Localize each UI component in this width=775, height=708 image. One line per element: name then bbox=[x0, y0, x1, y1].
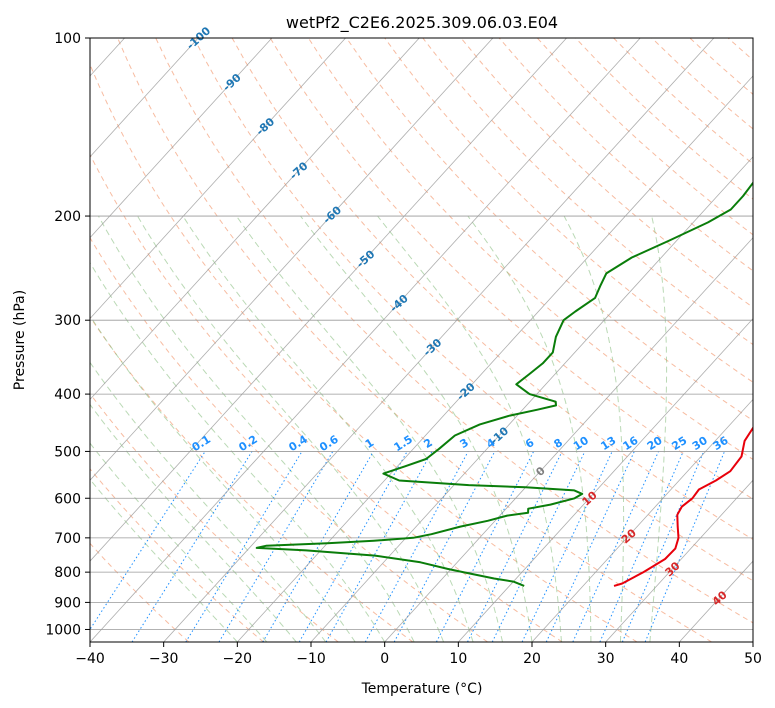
moist-adiabat-line bbox=[467, 215, 592, 642]
mixing-ratio-line bbox=[185, 451, 303, 642]
isotherm-line bbox=[310, 156, 753, 642]
isotherm-line bbox=[90, 38, 641, 642]
moist-adiabat-line bbox=[90, 478, 238, 642]
y-tick-label: 700 bbox=[54, 531, 81, 547]
temperature-profile-line bbox=[613, 426, 753, 587]
y-tick-label: 1000 bbox=[45, 622, 81, 638]
isotherm-line bbox=[90, 38, 494, 481]
dry-adiabat-line bbox=[269, 38, 753, 500]
moist-adiabat-line bbox=[97, 215, 415, 642]
y-tick-label: 400 bbox=[54, 387, 81, 403]
mixing-ratio-line bbox=[545, 451, 635, 642]
mixing-ratio-line bbox=[262, 451, 374, 642]
y-tick-label: 800 bbox=[54, 565, 81, 581]
x-axis-ticks: −40 −30 −20 −10 0 10 20 30 40 50 bbox=[75, 642, 762, 667]
y-tick-label: 900 bbox=[54, 595, 81, 611]
mixing-ratio-line bbox=[325, 451, 433, 642]
series-layer bbox=[255, 181, 753, 587]
isotherm-line bbox=[163, 38, 715, 642]
moist-adiabat-line bbox=[90, 442, 268, 642]
chart-title: wetPf2_C2E6.2025.309.06.03.E04 bbox=[286, 13, 558, 33]
dry-adiabat-line bbox=[155, 38, 753, 624]
x-tick-label: −20 bbox=[223, 651, 253, 667]
dry-adiabat-line bbox=[90, 236, 488, 642]
isotherm-line bbox=[90, 38, 420, 401]
isotherm-line bbox=[384, 237, 753, 642]
y-tick-label: 100 bbox=[54, 31, 81, 47]
mixing-ratio-line bbox=[298, 451, 408, 642]
dry-adiabat-line bbox=[90, 153, 563, 642]
x-axis-label: Temperature (°C) bbox=[361, 681, 483, 697]
x-tick-label: 50 bbox=[744, 651, 762, 667]
dry-adiabat-line bbox=[193, 38, 753, 582]
mixing-ratio-line bbox=[621, 451, 705, 642]
x-tick-label: −40 bbox=[75, 651, 105, 667]
isotherm-line bbox=[90, 38, 273, 239]
mixing-ratio-line bbox=[599, 451, 684, 642]
x-tick-label: 0 bbox=[380, 651, 389, 667]
moist-adiabat-line bbox=[137, 215, 445, 642]
mixing-ratio-line bbox=[572, 451, 660, 642]
y-tick-label: 500 bbox=[54, 444, 81, 460]
isotherm-line bbox=[237, 75, 753, 642]
dry-adiabat-line bbox=[346, 38, 753, 422]
moist-adiabat-line bbox=[563, 215, 625, 642]
x-tick-label: −30 bbox=[149, 651, 179, 667]
isotherm-line bbox=[90, 38, 567, 562]
isotherm-line bbox=[90, 38, 346, 320]
isotherm-line bbox=[605, 479, 753, 642]
dewpoint-profile-line bbox=[255, 181, 753, 587]
moist-adiabat-line bbox=[90, 314, 356, 642]
dry-adiabat-line bbox=[90, 468, 264, 642]
x-tick-label: 30 bbox=[597, 651, 615, 667]
y-tick-label: 300 bbox=[54, 313, 81, 329]
x-tick-label: 40 bbox=[670, 651, 688, 667]
isotherm-line bbox=[458, 317, 753, 642]
moist-adiabat-line bbox=[649, 215, 668, 642]
mixing-ratio-line bbox=[491, 451, 586, 642]
plot-frame bbox=[89, 37, 754, 643]
background-lines bbox=[90, 38, 753, 642]
moist-adiabat-line bbox=[90, 261, 386, 642]
dry-adiabat-line bbox=[460, 38, 753, 309]
y-axis-label: Pressure (hPa) bbox=[12, 290, 28, 390]
mixing-ratio-line bbox=[467, 451, 563, 642]
y-axis-ticks: 100 200 300 400 500 600 700 800 900 1000 bbox=[45, 31, 90, 638]
y-tick-label: 200 bbox=[54, 209, 81, 225]
y-tick-label: 600 bbox=[54, 491, 81, 507]
grid-lines bbox=[90, 38, 753, 642]
x-tick-label: 20 bbox=[523, 651, 541, 667]
mixing-ratio-line bbox=[131, 451, 253, 642]
x-tick-label: −10 bbox=[296, 651, 326, 667]
moist-adiabat-line bbox=[235, 215, 503, 642]
x-tick-label: 10 bbox=[449, 651, 467, 667]
isotherm-line bbox=[531, 398, 753, 642]
mixing-ratio-line bbox=[521, 451, 613, 642]
mixing-ratio-line bbox=[90, 451, 206, 631]
moist-adiabat-line bbox=[377, 215, 562, 642]
isotherm-line bbox=[90, 38, 199, 158]
mixing-ratio-line bbox=[218, 451, 334, 642]
